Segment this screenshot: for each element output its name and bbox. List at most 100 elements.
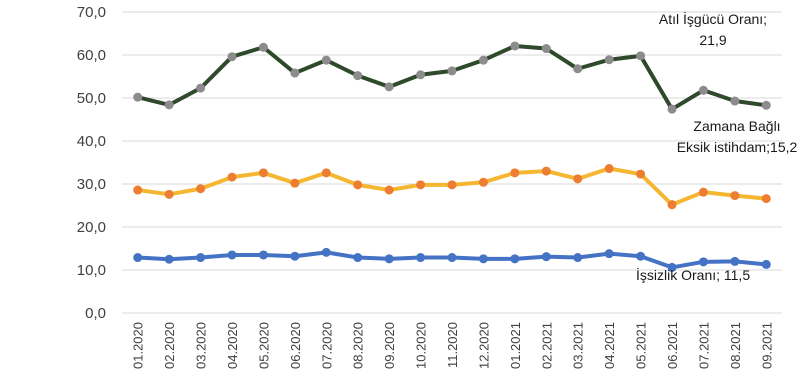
data-point [636, 251, 646, 261]
series-time-related-underemployment [133, 164, 771, 210]
data-point [761, 194, 771, 204]
data-point [258, 168, 268, 178]
data-point [290, 251, 300, 261]
x-tick-label: 04.2020 [225, 322, 240, 369]
y-tick-label: 10,0 [77, 262, 106, 279]
y-tick-label: 70,0 [77, 4, 106, 21]
data-point [196, 253, 206, 263]
x-tick-label: 01.2020 [131, 322, 146, 369]
data-point [353, 180, 363, 190]
x-tick-label: 09.2020 [382, 322, 397, 369]
x-tick-label: 08.2020 [351, 322, 366, 369]
data-point [258, 250, 268, 260]
data-point [353, 253, 363, 263]
y-tick-label: 50,0 [77, 90, 106, 107]
data-point [447, 180, 457, 190]
data-point [416, 253, 426, 263]
data-point [133, 92, 143, 102]
x-tick-label: 10.2020 [414, 322, 429, 369]
x-tick-label: 07.2020 [319, 322, 334, 369]
x-tick-label: 08.2021 [728, 322, 743, 369]
data-point [416, 180, 426, 190]
x-tick-label: 12.2020 [476, 322, 491, 369]
data-point [604, 55, 614, 65]
data-point [478, 177, 488, 187]
data-point [510, 254, 520, 264]
y-tick-label: 0,0 [85, 305, 106, 322]
data-point [447, 66, 457, 76]
y-tick-label: 30,0 [77, 176, 106, 193]
data-point [541, 252, 551, 262]
data-point [164, 254, 174, 264]
data-point [730, 191, 740, 201]
data-point [761, 259, 771, 269]
data-point [384, 82, 394, 92]
data-point [730, 256, 740, 266]
data-point [667, 104, 677, 114]
data-point [447, 253, 457, 263]
data-point [573, 174, 583, 184]
x-tick-label: 03.2021 [571, 322, 586, 369]
data-point [196, 83, 206, 93]
x-tick-label: 01.2021 [508, 322, 523, 369]
annotation-labor-underutilization-line2: 21,9 [699, 32, 726, 48]
data-point [478, 55, 488, 65]
data-point [133, 253, 143, 263]
data-point [321, 247, 331, 257]
data-point [510, 41, 520, 51]
data-point [227, 52, 237, 62]
annotation-labor-underutilization-line1: Atıl İşgücü Oranı; [659, 10, 767, 27]
data-point [510, 168, 520, 178]
data-point [164, 189, 174, 199]
data-point [290, 178, 300, 188]
y-tick-label: 40,0 [77, 133, 106, 150]
data-point [258, 42, 268, 52]
annotation-time-related-underemployment: Zamana Bağlı Eksik istihdam;15,2 [677, 118, 797, 155]
x-tick-label: 04.2021 [602, 322, 617, 369]
x-tick-label: 03.2020 [194, 322, 209, 369]
data-point [196, 184, 206, 194]
data-point [353, 71, 363, 81]
data-point [573, 64, 583, 74]
x-tick-label: 02.2020 [162, 322, 177, 369]
series-labor-underutilization [133, 41, 771, 114]
x-tick-label: 09.2021 [759, 322, 774, 369]
data-point [698, 187, 708, 197]
data-point [478, 254, 488, 264]
x-tick-label: 02.2021 [539, 322, 554, 369]
data-point [604, 164, 614, 174]
series-lines [133, 41, 771, 272]
data-point [227, 250, 237, 260]
annotation-time-related-underemployment-line2: Eksik istihdam;15,2 [677, 139, 797, 155]
x-tick-label: 05.2020 [256, 322, 271, 369]
data-point [730, 96, 740, 106]
y-tick-label: 20,0 [77, 219, 106, 236]
x-tick-label: 06.2020 [288, 322, 303, 369]
data-point [573, 253, 583, 263]
x-axis-ticks: 01.2020 02.2020 03.2020 04.2020 05.2020 06.20… [131, 322, 775, 369]
data-point [698, 85, 708, 95]
annotation-unemployment-rate: İşsizlik Oranı; 11,5 [636, 266, 750, 283]
data-point [604, 249, 614, 259]
data-point [133, 185, 143, 195]
data-point [698, 257, 708, 267]
data-point [636, 169, 646, 179]
data-point [290, 68, 300, 78]
data-point [384, 185, 394, 195]
data-point [667, 200, 677, 210]
x-tick-label: 06.2021 [665, 322, 680, 369]
data-point [667, 262, 677, 272]
data-point [227, 172, 237, 182]
data-point [541, 44, 551, 54]
x-tick-label: 11.2020 [445, 322, 460, 368]
data-point [321, 168, 331, 178]
annotation-time-related-underemployment-line1: Zamana Bağlı [693, 118, 780, 134]
annotation-labor-underutilization: Atıl İşgücü Oranı; 21,9 [659, 10, 767, 48]
series-unemployment-rate [133, 247, 771, 272]
data-point [541, 166, 551, 176]
x-tick-label: 07.2021 [696, 322, 711, 369]
y-tick-label: 60,0 [77, 47, 106, 64]
data-point [636, 51, 646, 61]
y-axis-ticks: 0,0 10,0 20,0 30,0 40,0 50,0 60,0 70,0 [77, 4, 106, 322]
